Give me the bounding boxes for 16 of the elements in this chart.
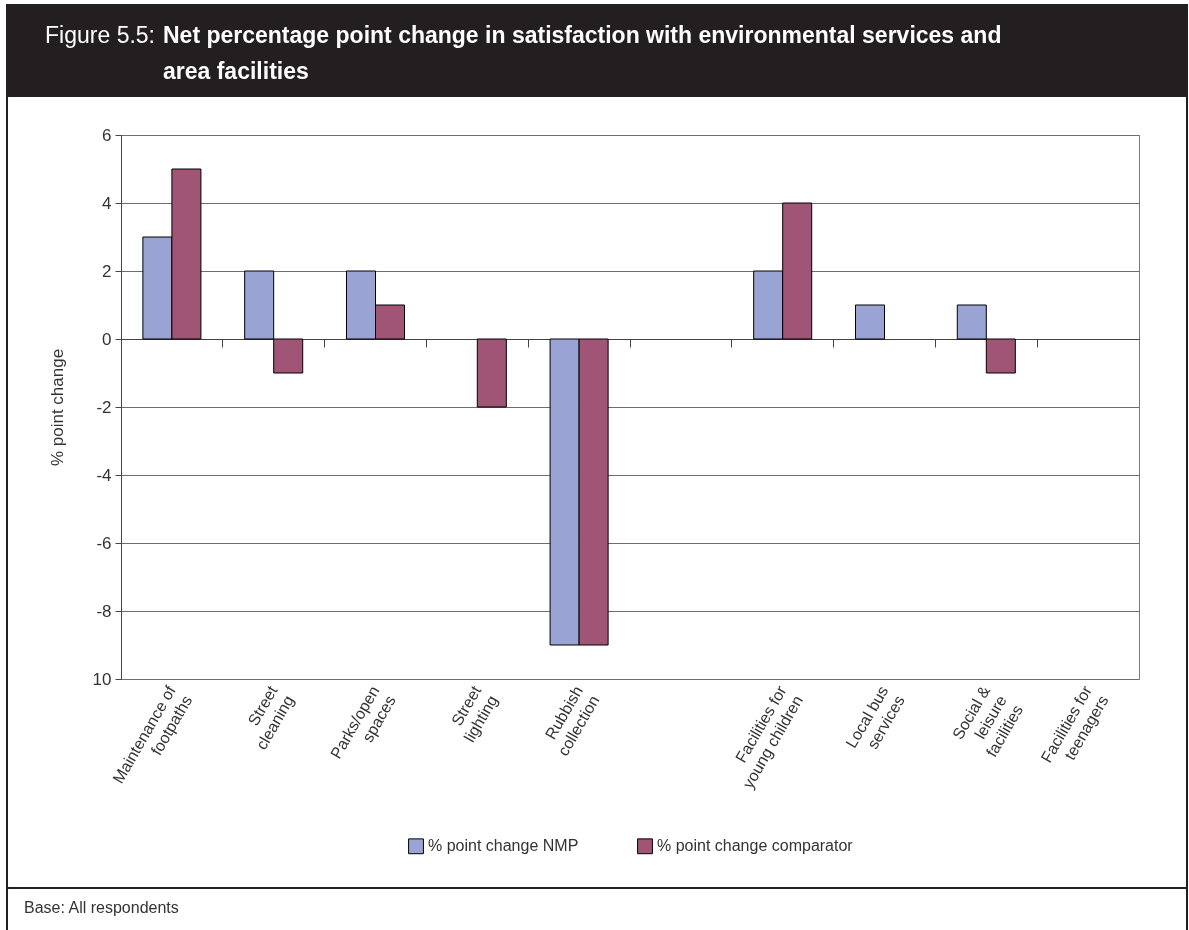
legend-label: % point change comparator: [657, 837, 854, 855]
y-tick-label: 6: [102, 125, 112, 145]
y-axis-title: % point change: [47, 348, 67, 467]
y-tick-label: 10: [92, 669, 112, 689]
y-tick-label: -8: [96, 601, 112, 621]
y-tick-label: 4: [102, 193, 112, 213]
text: Base: All respondents: [24, 899, 179, 916]
y-tick-label: -4: [96, 465, 112, 485]
y-tick-label: -2: [96, 397, 112, 417]
bar: [476, 338, 507, 408]
legend-label: % point change NMP: [428, 837, 579, 855]
y-tick-label: 0: [102, 329, 112, 349]
chart-title: Figure 5.5: Net percentage point change in satisfaction with environmental services and area facilities: [45, 22, 1002, 84]
bar: [854, 304, 885, 340]
y-tick-label: -6: [96, 533, 112, 553]
y-tick-label: 2: [102, 261, 112, 281]
